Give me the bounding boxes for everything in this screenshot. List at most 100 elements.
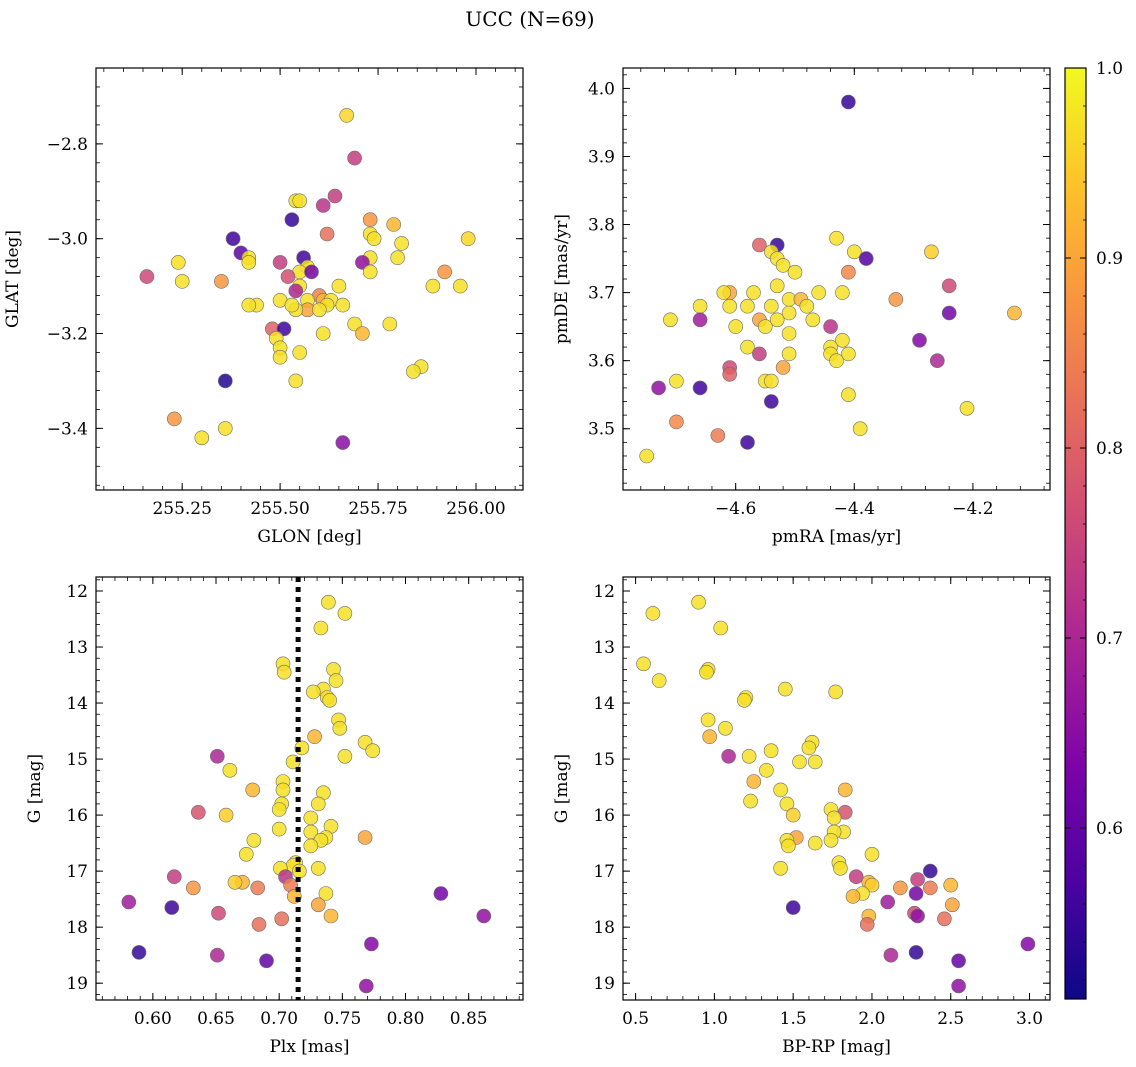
y-tick-label: 19 — [66, 974, 88, 994]
data-point — [752, 237, 767, 253]
data-point — [692, 312, 708, 328]
data-point — [713, 620, 729, 636]
y-tick-label: 15 — [593, 750, 615, 770]
y-tick-label: −3.0 — [47, 230, 88, 250]
data-point — [310, 897, 326, 913]
data-point — [922, 863, 938, 879]
data-point — [912, 332, 927, 348]
data-point — [131, 945, 147, 960]
y-tick-label: −3.2 — [47, 325, 88, 345]
colorbar-ticks: 0.6 0.7 0.8 0.9 1.0 — [1065, 59, 1123, 981]
data-point — [811, 285, 827, 300]
data-point — [167, 869, 182, 885]
y-tick-label: −3.4 — [47, 419, 88, 439]
data-point — [319, 226, 335, 242]
data-point — [823, 832, 839, 848]
x-tick-label: 2.0 — [858, 1009, 885, 1029]
panel-pmra-pmde: −4.6 −4.4 −4.2 3.5 3.6 3.7 3.8 3.9 4.0 pmRA [mas… — [552, 67, 1051, 547]
data-point — [910, 908, 925, 924]
data-point — [425, 278, 441, 294]
data-point — [210, 947, 225, 963]
data-point — [452, 278, 468, 294]
data-point — [167, 411, 182, 427]
data-point — [718, 720, 733, 736]
data-point — [781, 346, 797, 362]
colorbar-tick-label: 0.9 — [1096, 249, 1123, 269]
scatter-points — [636, 594, 1036, 994]
y-tick-label: 19 — [593, 974, 615, 994]
data-point — [355, 255, 370, 270]
y-tick-label: 13 — [593, 638, 615, 658]
data-point — [476, 908, 492, 924]
data-point — [858, 251, 874, 266]
y-tick-label: 3.6 — [588, 352, 615, 372]
data-point — [357, 830, 373, 845]
data-point — [763, 373, 779, 389]
data-point — [746, 285, 761, 300]
data-point — [833, 860, 848, 876]
data-point — [304, 264, 319, 280]
y-tick-label: 3.9 — [588, 147, 615, 167]
data-point — [846, 244, 862, 260]
data-point — [743, 793, 758, 809]
data-point — [272, 349, 288, 365]
data-point — [276, 321, 292, 337]
data-point — [959, 400, 975, 416]
data-point — [692, 380, 708, 396]
data-point — [841, 94, 856, 110]
data-point — [908, 945, 924, 960]
data-point — [845, 889, 861, 904]
data-point — [826, 810, 842, 826]
data-point — [929, 353, 945, 369]
data-point — [716, 285, 732, 300]
data-point — [1020, 936, 1036, 952]
x-tick-label: 0.65 — [197, 1009, 235, 1029]
data-point — [335, 435, 351, 450]
data-point — [292, 345, 308, 360]
data-point — [759, 762, 774, 778]
data-point — [186, 880, 201, 896]
data-point — [740, 435, 755, 450]
y-tick-label: 16 — [66, 806, 88, 826]
data-point — [322, 692, 338, 708]
y-tick-label: 17 — [593, 862, 615, 882]
data-point — [835, 285, 850, 300]
x-tick-label: 2.5 — [937, 1009, 964, 1029]
data-point — [271, 802, 287, 817]
data-point — [841, 387, 856, 403]
data-point — [139, 269, 155, 284]
data-point — [837, 782, 853, 798]
data-point — [763, 743, 779, 759]
data-point — [390, 250, 405, 266]
data-point — [702, 729, 718, 745]
data-point — [829, 353, 844, 369]
data-point — [775, 360, 791, 375]
y-axis-label: pmDE [mas/yr] — [552, 214, 572, 344]
y-axis-label: GLAT [deg] — [3, 230, 23, 328]
plot-frame — [95, 576, 524, 1001]
y-tick-label: 14 — [66, 694, 88, 714]
data-point — [382, 316, 398, 332]
panel-plx-g: 0.60 0.65 0.70 0.75 0.80 0.85 12 13 14 15 16 17 18 19… — [25, 576, 524, 1057]
data-point — [880, 894, 896, 910]
data-point — [700, 712, 716, 728]
data-point — [645, 606, 661, 621]
data-point — [337, 606, 353, 621]
data-point — [740, 339, 755, 355]
x-tick-label: −4.4 — [834, 499, 875, 519]
data-point — [944, 897, 960, 913]
data-point — [801, 740, 817, 756]
data-point — [835, 332, 850, 348]
x-axis-label: pmRA [mas/yr] — [772, 527, 901, 547]
data-point — [769, 278, 785, 294]
data-point — [669, 414, 684, 430]
data-point — [699, 664, 714, 680]
data-point — [883, 947, 899, 963]
data-point — [757, 319, 773, 334]
data-point — [1007, 305, 1022, 321]
data-point — [752, 346, 767, 362]
data-point — [792, 754, 807, 770]
data-point — [337, 748, 353, 764]
data-point — [288, 283, 304, 299]
